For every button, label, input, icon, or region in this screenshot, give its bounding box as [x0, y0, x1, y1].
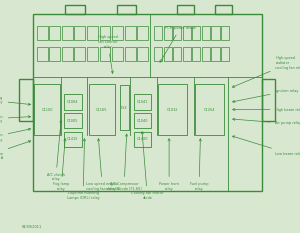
- Bar: [124, 47, 136, 61]
- Text: PCM power diode: PCM power diode: [160, 26, 196, 62]
- Bar: [50, 47, 60, 61]
- Bar: [215, 5, 232, 14]
- Text: Air pump relay: Air pump relay: [232, 118, 300, 126]
- Bar: [212, 47, 220, 61]
- Bar: [158, 84, 187, 135]
- Text: C1165: C1165: [96, 107, 107, 112]
- Bar: [202, 26, 210, 40]
- Text: C1032: C1032: [167, 107, 178, 112]
- Bar: [62, 47, 73, 61]
- Bar: [137, 26, 148, 40]
- Bar: [65, 5, 85, 14]
- Text: C1004: C1004: [67, 100, 79, 104]
- Bar: [164, 26, 172, 40]
- Bar: [262, 79, 275, 121]
- Text: C1400: C1400: [137, 137, 148, 141]
- Text: Low beam relay: Low beam relay: [232, 136, 300, 156]
- Text: Low speed engine
cooling fan relay A: Low speed engine cooling fan relay A: [0, 140, 31, 160]
- Bar: [74, 47, 86, 61]
- Bar: [212, 26, 220, 40]
- Bar: [173, 26, 182, 40]
- Text: C1100: C1100: [41, 107, 53, 112]
- Text: Cooling fan motor
diode: Cooling fan motor diode: [131, 132, 164, 200]
- Text: A/C clutch
relay: A/C clutch relay: [47, 120, 65, 181]
- Bar: [134, 94, 152, 110]
- Bar: [100, 26, 110, 40]
- Text: High-speed
radiator
cooling fan relay: High-speed radiator cooling fan relay: [232, 56, 300, 87]
- Bar: [192, 47, 200, 61]
- Text: C1415: C1415: [67, 137, 79, 141]
- Bar: [134, 113, 152, 128]
- Bar: [64, 94, 82, 110]
- Bar: [154, 47, 162, 61]
- Bar: [183, 26, 191, 40]
- Text: Engine cooling
fan relay: Engine cooling fan relay: [0, 96, 31, 105]
- Bar: [221, 47, 229, 61]
- Bar: [124, 26, 136, 40]
- Text: C1005: C1005: [67, 119, 79, 123]
- Bar: [19, 79, 33, 121]
- Text: Power horn
relay: Power horn relay: [159, 139, 179, 191]
- Bar: [100, 47, 110, 61]
- Bar: [154, 26, 162, 40]
- Bar: [183, 47, 191, 61]
- Bar: [192, 26, 200, 40]
- Text: Fog lamp
relay: Fog lamp relay: [53, 139, 70, 191]
- Text: Fuel pump
relay: Fuel pump relay: [190, 139, 208, 191]
- Bar: [134, 132, 152, 147]
- Bar: [74, 26, 86, 40]
- Bar: [120, 85, 129, 130]
- Text: F13: F13: [121, 106, 127, 110]
- Text: Ignition relay: Ignition relay: [232, 89, 299, 103]
- Bar: [37, 47, 48, 61]
- Bar: [177, 5, 194, 14]
- Bar: [88, 84, 115, 135]
- Bar: [117, 5, 136, 14]
- Bar: [33, 14, 262, 191]
- Bar: [173, 47, 182, 61]
- Bar: [112, 47, 123, 61]
- Bar: [112, 26, 123, 40]
- Bar: [221, 26, 229, 40]
- Bar: [87, 26, 98, 40]
- Text: High beam relay: High beam relay: [232, 107, 300, 112]
- Text: C1254: C1254: [204, 107, 215, 112]
- Bar: [64, 132, 82, 147]
- Bar: [64, 113, 82, 128]
- Text: Low speed engine
cooling fan relay B: Low speed engine cooling fan relay B: [86, 139, 119, 191]
- Text: 04/09/2011: 04/09/2011: [22, 225, 42, 229]
- Bar: [62, 26, 73, 40]
- Bar: [50, 26, 60, 40]
- Text: Low speed fan
control relay: Low speed fan control relay: [0, 128, 31, 142]
- Bar: [37, 26, 48, 40]
- Text: C1040: C1040: [137, 119, 148, 123]
- Text: C1041: C1041: [137, 100, 148, 104]
- Text: High speed
fan control
relay: High speed fan control relay: [98, 35, 118, 73]
- Text: A/C Compressor
clutch diode (F1.65): A/C Compressor clutch diode (F1.65): [106, 134, 142, 191]
- Text: High speed fan
con relay: High speed fan con relay: [0, 115, 31, 123]
- Bar: [164, 47, 172, 61]
- Bar: [202, 47, 210, 61]
- Bar: [87, 47, 98, 61]
- Bar: [137, 47, 148, 61]
- Bar: [34, 84, 60, 135]
- Bar: [195, 84, 224, 135]
- Text: Daytime Running
Lamps (DRL) relay: Daytime Running Lamps (DRL) relay: [67, 139, 100, 200]
